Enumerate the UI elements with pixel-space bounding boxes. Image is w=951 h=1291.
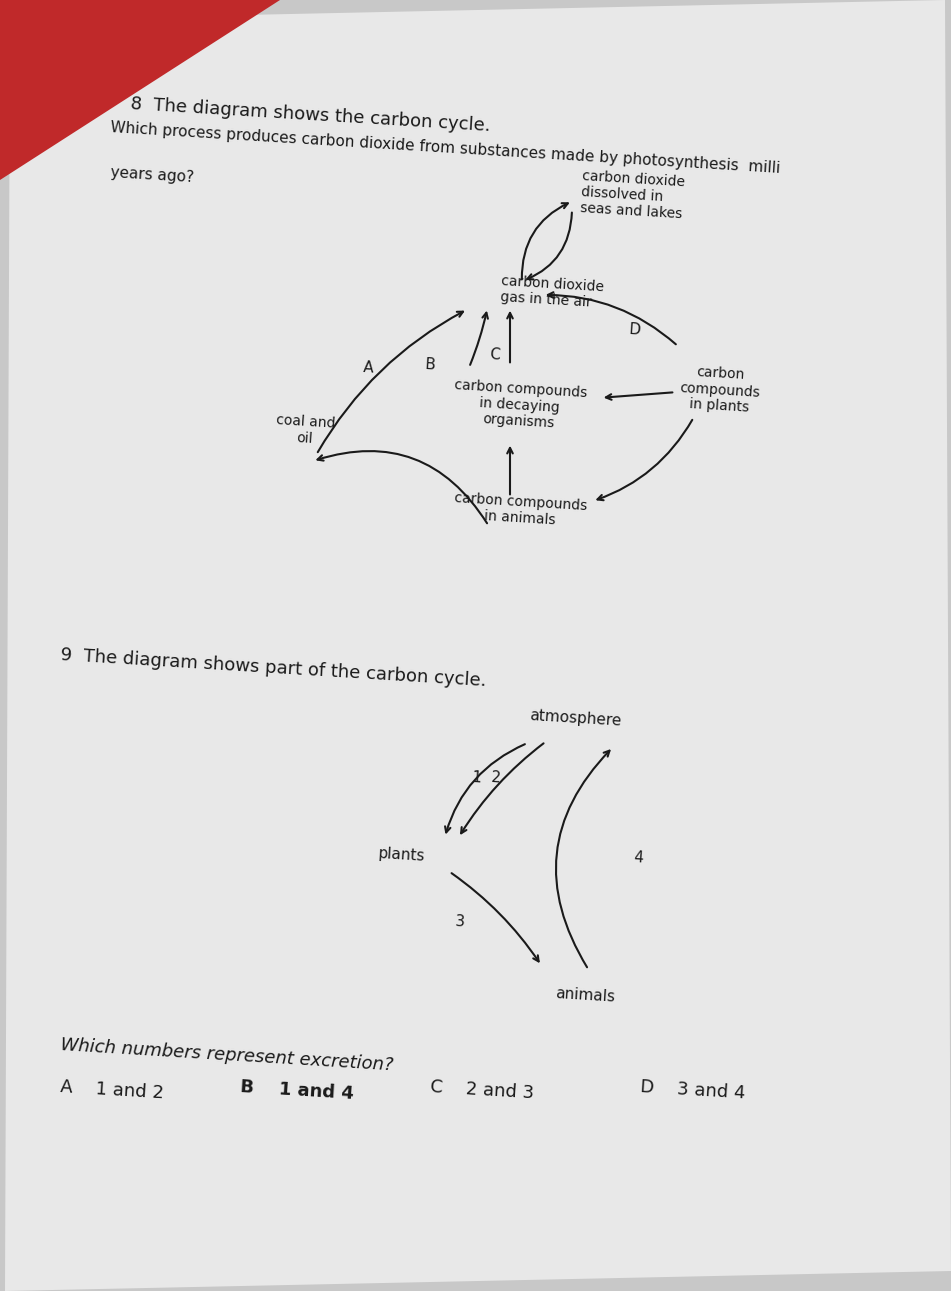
Text: B: B (424, 358, 436, 373)
Text: B    1 and 4: B 1 and 4 (240, 1078, 355, 1103)
Text: A: A (362, 360, 374, 376)
Text: A    1 and 2: A 1 and 2 (60, 1078, 165, 1103)
Text: years ago?: years ago? (110, 165, 194, 185)
Text: 8  The diagram shows the carbon cycle.: 8 The diagram shows the carbon cycle. (130, 96, 491, 136)
Text: carbon dioxide
gas in the air: carbon dioxide gas in the air (500, 274, 605, 310)
Text: Which process produces carbon dioxide from substances made by photosynthesis  mi: Which process produces carbon dioxide fr… (110, 120, 781, 176)
Polygon shape (0, 0, 280, 179)
Text: coal and
oil: coal and oil (275, 413, 336, 447)
Text: 3: 3 (455, 914, 465, 930)
Text: carbon dioxide
dissolved in
seas and lakes: carbon dioxide dissolved in seas and lak… (580, 169, 686, 221)
Text: C: C (489, 347, 501, 363)
Polygon shape (5, 0, 951, 1291)
Text: animals: animals (554, 986, 615, 1004)
Text: 1: 1 (471, 771, 481, 786)
Text: 4: 4 (632, 851, 643, 866)
Text: D: D (629, 323, 641, 338)
Text: atmosphere: atmosphere (529, 707, 621, 728)
Text: C    2 and 3: C 2 and 3 (430, 1078, 534, 1103)
Text: carbon compounds
in animals: carbon compounds in animals (453, 491, 588, 529)
Text: 2: 2 (491, 771, 501, 786)
Text: 9  The diagram shows part of the carbon cycle.: 9 The diagram shows part of the carbon c… (60, 646, 487, 689)
Text: Which numbers represent excretion?: Which numbers represent excretion? (60, 1035, 394, 1074)
Text: carbon
compounds
in plants: carbon compounds in plants (678, 364, 762, 416)
Text: carbon compounds
in decaying
organisms: carbon compounds in decaying organisms (453, 378, 588, 432)
Text: plants: plants (378, 846, 425, 864)
Text: D    3 and 4: D 3 and 4 (640, 1078, 747, 1103)
